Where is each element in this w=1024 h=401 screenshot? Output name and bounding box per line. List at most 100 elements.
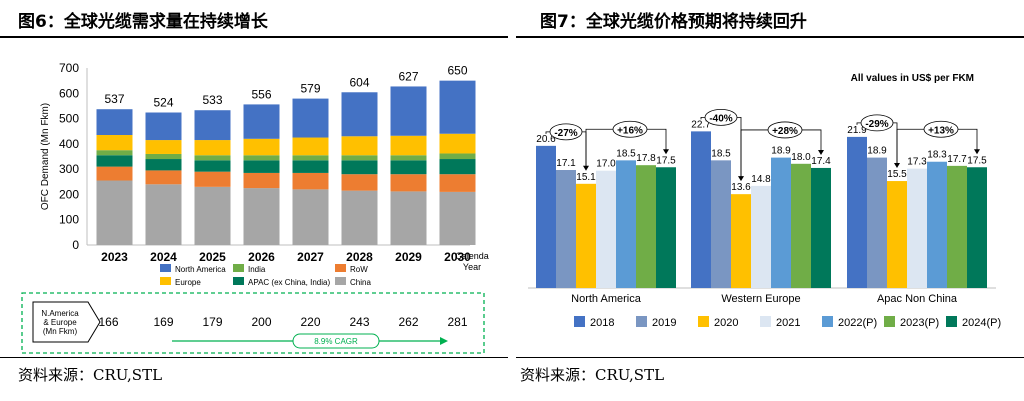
- bar-2022p: [927, 161, 947, 288]
- drop-badge: [860, 114, 894, 132]
- bar-segment-north-america: [341, 92, 378, 137]
- bar-total-label: 537: [104, 92, 124, 106]
- right-figure-panel: 图7：全球光缆价格预期将持续回升 All values in US$ per F…: [516, 0, 1024, 401]
- cagr-pill: [292, 333, 380, 349]
- legend-swatch: [160, 277, 171, 285]
- x-tick-label: 2026: [248, 250, 275, 264]
- legend-swatch: [335, 264, 346, 272]
- legend-swatch: [636, 316, 647, 327]
- y-tick-label: 400: [59, 137, 79, 151]
- category-label: Western Europe: [721, 293, 800, 305]
- value-label: 17.0: [596, 159, 616, 170]
- bar-segment-india: [96, 150, 133, 156]
- value-label: 21.9: [847, 125, 867, 136]
- table-value: 281: [447, 315, 467, 329]
- table-value: 262: [398, 315, 418, 329]
- y-tick-label: 600: [59, 86, 79, 100]
- bar-2022p: [616, 160, 636, 288]
- bar-segment-europe: [194, 140, 231, 156]
- bar-segment-apac-ex-china-india-: [96, 155, 133, 167]
- legend-label: China: [350, 278, 371, 287]
- legend-swatch: [884, 316, 895, 327]
- bar-segment-row: [292, 172, 329, 190]
- value-label: 20.6: [536, 134, 556, 145]
- bar-segment-china: [145, 184, 182, 245]
- bar-segment-row: [96, 166, 133, 181]
- bar-total-label: 627: [398, 69, 418, 83]
- bar-segment-china: [292, 189, 329, 245]
- right-figure-title: 图7：全球光缆价格预期将持续回升: [540, 12, 807, 32]
- legend-swatch: [335, 277, 346, 285]
- bar-segment-apac-ex-china-india-: [145, 159, 182, 171]
- bar-segment-apac-ex-china-india-: [390, 160, 427, 175]
- value-label: 17.5: [656, 155, 676, 166]
- bar-segment-europe: [243, 138, 280, 156]
- x-tick-label: 2029: [395, 250, 422, 264]
- legend-label: 2021: [776, 317, 800, 329]
- cagr-label: 8.9% CAGR: [314, 337, 358, 346]
- legend-swatch: [698, 316, 709, 327]
- cagr-arrowhead: [440, 337, 448, 345]
- y-axis-title: OFC Demand (Mn Fkm): [40, 103, 51, 210]
- units-note: All values in US$ per FKM: [851, 73, 974, 84]
- value-label: 15.5: [887, 169, 907, 180]
- bar-2024p: [656, 167, 676, 288]
- bar-2018: [691, 131, 711, 288]
- right-grouped-bar-chart: All values in US$ per FKM20.617.115.117.…: [528, 73, 1001, 329]
- rise-arrowhead: [818, 149, 824, 155]
- bar-segment-china: [341, 190, 378, 245]
- value-label: 13.6: [731, 182, 751, 193]
- value-label: 17.5: [967, 155, 987, 166]
- bar-2018: [847, 136, 867, 288]
- value-label: 17.7: [947, 154, 967, 165]
- bar-2024p: [967, 167, 987, 288]
- bar-segment-india: [341, 155, 378, 161]
- bar-segment-apac-ex-china-india-: [243, 160, 280, 173]
- drop-arrowhead: [738, 176, 744, 182]
- legend-swatch: [946, 316, 957, 327]
- drop-label: -29%: [865, 119, 888, 130]
- y-tick-label: 300: [59, 162, 79, 176]
- rise-arrowhead: [974, 149, 980, 155]
- x-axis-title-line1: Calenda: [455, 251, 489, 261]
- bar-segment-row: [243, 172, 280, 189]
- bar-2021: [751, 185, 771, 288]
- bar-2023p: [947, 165, 967, 288]
- left-source-rule: [0, 357, 508, 358]
- y-tick-label: 200: [59, 187, 79, 201]
- y-tick-label: 0: [72, 238, 79, 252]
- rise-label: +13%: [928, 125, 954, 136]
- legend-swatch: [160, 264, 171, 272]
- bar-segment-europe: [341, 136, 378, 156]
- table-value: 220: [300, 315, 320, 329]
- value-label: 14.8: [751, 174, 771, 185]
- legend-swatch: [760, 316, 771, 327]
- rise-label: +28%: [772, 126, 798, 137]
- bar-2020: [731, 194, 751, 288]
- bar-segment-europe: [292, 137, 329, 156]
- value-label: 18.9: [771, 146, 791, 157]
- value-label: 15.1: [576, 172, 596, 183]
- bar-segment-north-america: [194, 110, 231, 141]
- table-value: 166: [98, 315, 118, 329]
- bar-2019: [556, 170, 576, 288]
- drop-arrowhead: [583, 165, 589, 171]
- legend-swatch: [233, 264, 244, 272]
- bar-2018: [536, 145, 556, 288]
- left-figure-title: 图6：全球光缆需求量在持续增长: [18, 12, 268, 32]
- legend-swatch: [233, 277, 244, 285]
- rise-arrowhead: [663, 149, 669, 155]
- y-tick-label: 700: [59, 61, 79, 75]
- legend-label: 2020: [714, 317, 738, 329]
- rise-badge: [767, 121, 803, 139]
- bar-2020: [887, 181, 907, 288]
- bar-segment-india: [243, 155, 280, 161]
- right-source-note: 资料来源：CRU,STL: [520, 366, 665, 384]
- legend-label: 2022(P): [838, 317, 877, 329]
- bar-2021: [907, 168, 927, 288]
- value-label: 17.8: [636, 153, 656, 164]
- left-source-note: 资料来源：CRU,STL: [18, 366, 163, 384]
- row-label-line: & Europe: [43, 318, 77, 327]
- bar-segment-north-america: [390, 86, 427, 136]
- bar-total-label: 524: [153, 96, 173, 110]
